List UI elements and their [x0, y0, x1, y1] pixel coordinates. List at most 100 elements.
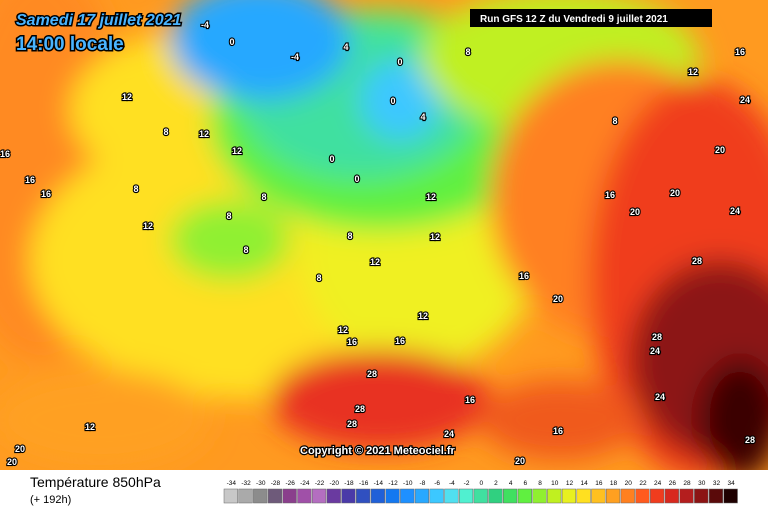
legend-value: 8 [538, 480, 542, 487]
legend-swatch [370, 488, 385, 504]
contour-label: 12 [85, 422, 95, 432]
copyright: Copyright © 2021 Meteociel.fr [300, 445, 456, 457]
legend-swatch [341, 488, 356, 504]
contour-label: 20 [630, 207, 640, 217]
legend-swatch [591, 488, 606, 504]
temperature-field [0, 0, 768, 480]
contour-label: 24 [740, 95, 750, 105]
legend-swatch [400, 488, 415, 504]
contour-label: 28 [652, 332, 662, 342]
legend-value: 16 [595, 480, 603, 487]
contour-label: 20 [553, 294, 563, 304]
legend-swatch [664, 488, 679, 504]
contour-label: 16 [465, 395, 475, 405]
contour-label: -4 [291, 52, 299, 62]
contour-label: 12 [688, 67, 698, 77]
contour-label: 8 [347, 231, 352, 241]
contour-label: 4 [343, 42, 348, 52]
legend-swatch [458, 488, 474, 504]
legend-value: 26 [669, 480, 677, 487]
contour-label: 4 [420, 112, 425, 122]
contour-label: 8 [243, 245, 248, 255]
legend-swatch [238, 488, 253, 504]
legend-swatch [576, 488, 591, 504]
contour-label: 24 [444, 429, 454, 439]
legend-title: Température 850hPa [30, 474, 161, 490]
legend-swatch [253, 488, 268, 504]
legend-value: -18 [344, 480, 354, 487]
legend-swatch [635, 488, 650, 504]
contour-label: 12 [370, 257, 380, 267]
contour-label: 0 [397, 57, 402, 67]
contour-label: 12 [338, 325, 348, 335]
legend-swatch [267, 488, 283, 504]
contour-label: 28 [367, 369, 377, 379]
contour-label: 28 [347, 419, 357, 429]
legend-swatch [694, 488, 709, 504]
contour-label: 8 [465, 47, 470, 57]
legend-value: -30 [256, 480, 266, 487]
legend-swatch [620, 488, 635, 504]
legend-swatch [517, 488, 532, 504]
legend-value: -28 [271, 480, 281, 487]
contour-label: 12 [232, 146, 242, 156]
contour-label: 24 [655, 392, 665, 402]
legend-value: 34 [728, 480, 736, 487]
legend-swatch [723, 488, 738, 504]
legend-swatch [356, 488, 371, 504]
legend-value: 20 [625, 480, 633, 487]
legend-value: -14 [374, 480, 384, 487]
contour-label: 16 [735, 47, 745, 57]
contour-label: 24 [650, 346, 660, 356]
contour-label: 8 [133, 184, 138, 194]
legend-swatch [561, 488, 577, 504]
legend-swatch [503, 488, 518, 504]
legend-swatch [223, 488, 238, 504]
contour-label: 16 [519, 271, 529, 281]
contour-label: 8 [226, 211, 231, 221]
contour-label: 12 [418, 311, 428, 321]
contour-label: 0 [329, 154, 334, 164]
run-info: Run GFS 12 Z du Vendredi 9 juillet 2021 [480, 14, 668, 25]
contour-label: -4 [201, 20, 209, 30]
legend-value: -12 [388, 480, 398, 487]
contour-label: 12 [199, 129, 209, 139]
legend-swatch [297, 488, 312, 504]
contour-label: 20 [670, 188, 680, 198]
legend-value: 30 [698, 480, 706, 487]
legend-swatch [708, 488, 724, 504]
legend-swatch [679, 488, 694, 504]
legend-value: 22 [639, 480, 647, 487]
legend-value: -2 [464, 480, 470, 487]
contour-label: 16 [25, 175, 35, 185]
legend-value: -26 [285, 480, 295, 487]
legend-value: -34 [227, 480, 237, 487]
legend-swatch [473, 488, 488, 504]
contour-label: 0 [354, 174, 359, 184]
contour-label: 16 [41, 189, 51, 199]
contour-label: 16 [347, 337, 357, 347]
legend-swatch [547, 488, 562, 504]
legend-value: -4 [449, 480, 455, 487]
legend-swatch [326, 488, 341, 504]
contour-label: 28 [692, 256, 702, 266]
contour-label: 12 [426, 192, 436, 202]
contour-label: 0 [390, 96, 395, 106]
legend-value: 4 [509, 480, 513, 487]
contour-label: 8 [316, 273, 321, 283]
legend-swatch [385, 488, 400, 504]
legend-lead: (+ 192h) [30, 494, 71, 506]
legend-value: -16 [359, 480, 369, 487]
date: Samedi 17 juillet 2021 [16, 12, 182, 29]
legend-swatch [532, 488, 547, 504]
legend-value: -32 [241, 480, 251, 487]
legend-value: 2 [494, 480, 498, 487]
legend-value: -20 [330, 480, 340, 487]
contour-label: 28 [745, 435, 755, 445]
contour-label: 24 [730, 206, 740, 216]
contour-label: 16 [395, 336, 405, 346]
legend-swatch [414, 488, 430, 504]
legend-value: -6 [434, 480, 440, 487]
